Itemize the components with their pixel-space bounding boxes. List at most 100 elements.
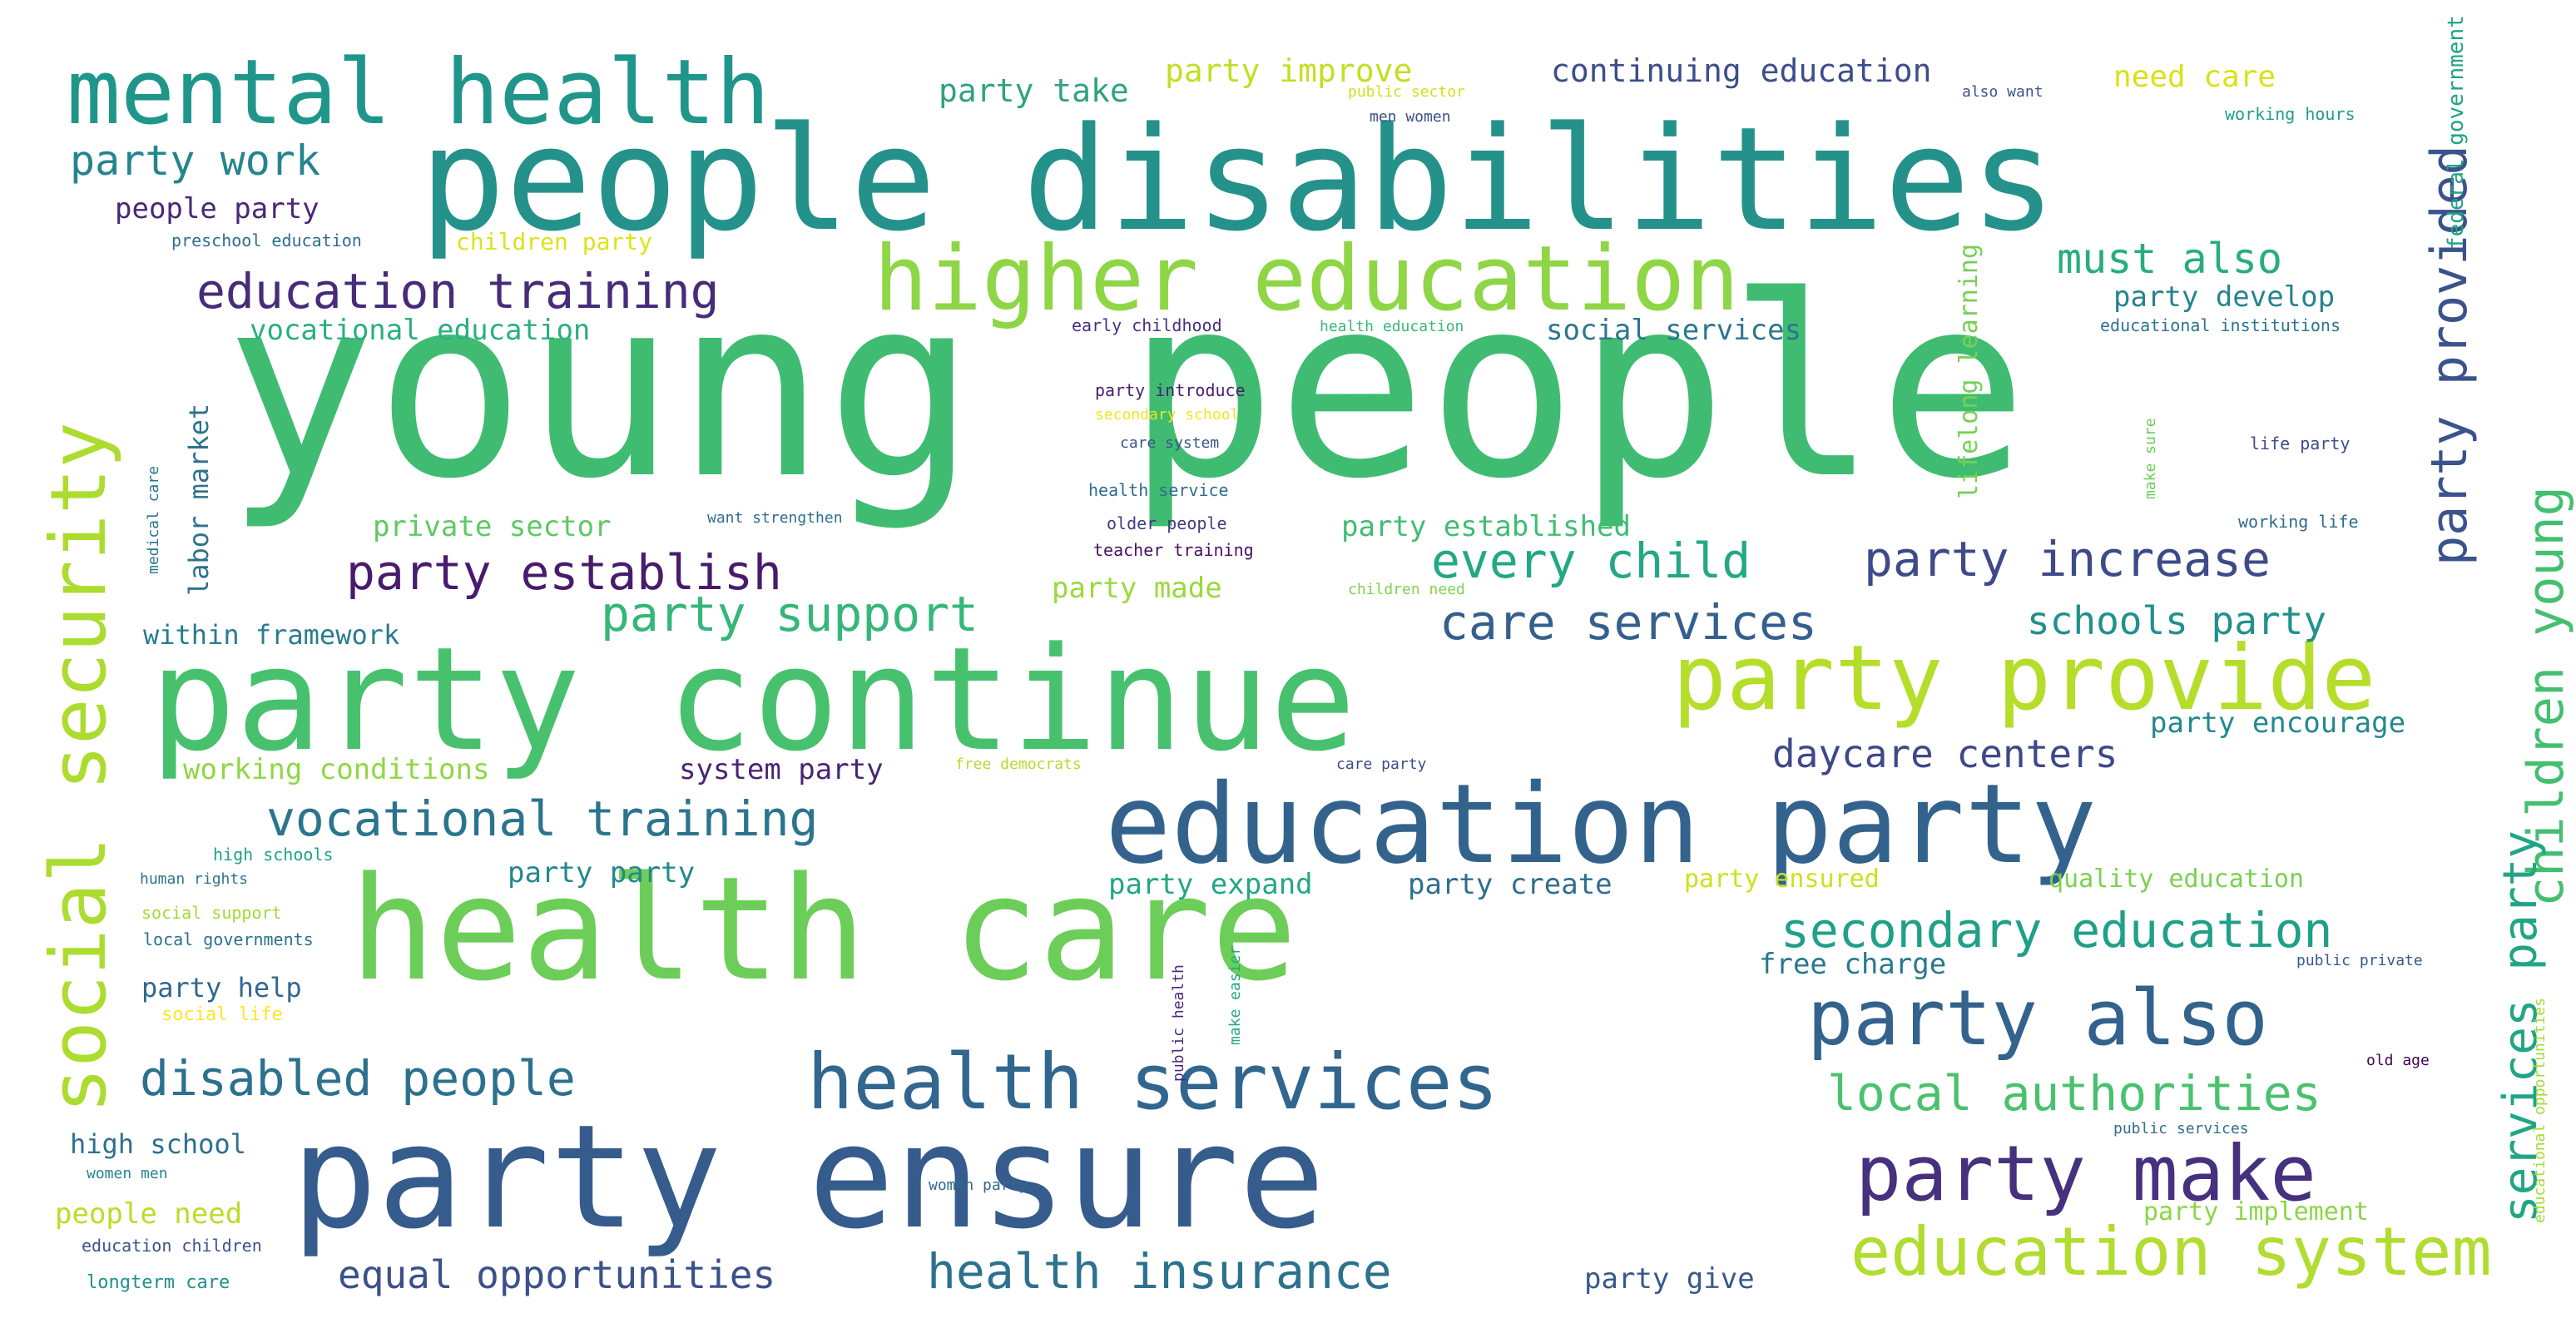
word-public-private: public private [2296,952,2423,969]
word-party-introduce: party introduce [1095,380,1246,400]
word-health-care: health care [349,845,1297,1013]
word-party-work: party work [70,136,320,185]
word-party-create: party create [1408,868,1612,901]
word-party-develop: party develop [2113,280,2335,314]
word-care-system: care system [1120,434,1219,452]
word-services-party: services party [2494,830,2548,1223]
word-party-make: party make [1855,1129,2316,1218]
word-working-hours: working hours [2225,104,2356,124]
word-education-training: education training [196,263,720,320]
word-make-sure: make sure [2142,418,2159,499]
word-people-disabilities: people disabilities [419,96,2057,263]
word-party-establish: party establish [346,544,782,601]
word-social-support: social support [141,903,282,923]
word-party-encourage: party encourage [2150,706,2405,740]
word-secondary-school: secondary school [1095,406,1239,424]
word-daycare-centers: daycare centers [1772,731,2118,776]
word-party-provided: party provided [2420,145,2479,566]
word-need-care: need care [2113,60,2276,94]
word-care-party: care party [1336,756,1427,773]
word-secondary-education: secondary education [1781,902,2332,959]
word-vocational-training: vocational training [266,790,818,847]
word-health-services: health services [807,1038,1499,1127]
word-older-people: older people [1107,513,1227,533]
word-party-increase: party increase [1864,531,2271,587]
word-education-system: education system [1850,1213,2492,1291]
word-within-framework: within framework [143,619,399,651]
word-social-services: social services [1546,314,1801,347]
word-health-education: health education [1320,318,1464,335]
word-working-life: working life [2238,512,2359,532]
word-labor-market: labor market [183,404,215,596]
word-mental-health: mental health [67,41,770,145]
word-medical-care: medical care [145,466,162,574]
word-young-people: young people [225,243,2028,533]
word-people-need: people need [55,1197,242,1231]
word-public-sector: public sector [1348,83,1465,101]
word-local-authorities: local authorities [1827,1065,2321,1122]
word-education-children: education children [82,1236,262,1256]
word-women-party: women party [929,1177,1028,1194]
word-make-easier: make easier [1226,946,1244,1045]
word-want-strengthen: want strengthen [707,509,843,527]
word-children-need: children need [1348,581,1465,598]
word-party-implement: party implement [2143,1197,2369,1226]
word-women-men: women men [87,1165,168,1182]
word-preschool-education: preschool education [171,230,362,250]
word-teacher-training: teacher training [1093,540,1254,560]
word-system-party: system party [679,753,884,786]
word-free-charge: free charge [1759,948,1946,981]
word-old-age: old age [2366,1052,2430,1069]
word-party-also: party also [1807,974,2268,1063]
word-party-improve: party improve [1165,52,1412,89]
word-party-support: party support [601,586,978,642]
word-private-sector: private sector [373,510,612,543]
word-public-health: public health [1170,964,1187,1082]
word-working-conditions: working conditions [183,753,489,786]
word-continuing-education: continuing education [1551,52,1932,89]
word-quality-education: quality education [2048,865,2304,894]
word-every-child: every child [1431,533,1751,589]
word-educational-institutions: educational institutions [2100,315,2341,335]
word-party-ensure: party ensure [291,1093,1325,1261]
word-party-made: party made [1052,572,1222,605]
word-children-young: children young [2517,486,2575,907]
word-party-help: party help [141,972,302,1004]
word-health-service: health service [1088,480,1229,500]
word-free-democrats: free democrats [955,756,1082,773]
word-people-party: people party [115,192,320,225]
word-children-party: children party [456,228,652,255]
word-social-life: social life [161,1004,283,1025]
word-schools-party: schools party [2027,598,2326,643]
word-federal-government: federal government [2444,15,2469,250]
word-party-ensured: party ensured [1684,865,1880,894]
word-local-governments: local governments [143,929,314,949]
word-party-give: party give [1584,1262,1755,1296]
word-education-party: education party [1105,761,2097,889]
word-party-continue: party continue [150,616,1356,783]
word-men-women: men women [1370,108,1451,126]
word-also-want: also want [1962,83,2043,101]
word-party-party: party party [508,856,695,890]
word-vocational-education: vocational education [250,314,590,347]
word-disabled-people: disabled people [140,1050,576,1107]
word-equal-opportunities: equal opportunities [338,1252,775,1297]
word-lifelong-learning: lifelong learning [1954,244,1984,499]
word-life-party: life party [2250,434,2350,453]
word-higher-education: higher education [874,227,1739,331]
word-party-expand: party expand [1108,868,1313,901]
word-party-take: party take [939,72,1129,109]
word-longterm-care: longterm care [87,1272,230,1293]
word-party-established: party established [1341,510,1631,543]
word-public-services: public services [2113,1120,2249,1137]
word-health-insurance: health insurance [927,1243,1392,1300]
word-high-school: high school [70,1128,246,1160]
word-educational-opportunities: educational opportunities [2531,998,2549,1223]
word-human-rights: human rights [140,870,248,888]
word-party-provide: party provide [1672,627,2375,731]
word-social-security: social security [34,422,123,1113]
word-must-also: must also [2057,235,2282,283]
word-care-services: care services [1439,594,1817,651]
word-high-schools: high schools [213,845,334,865]
